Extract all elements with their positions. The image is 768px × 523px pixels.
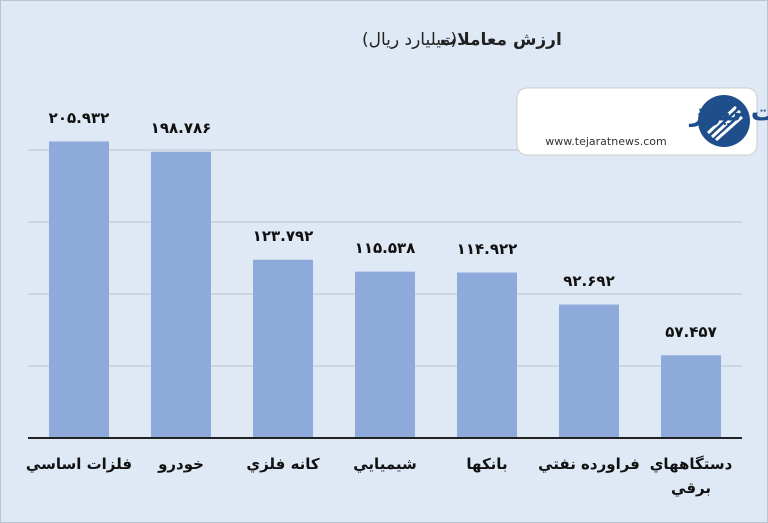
bar: [355, 271, 415, 438]
bar: [457, 272, 517, 438]
value-label: ۱۲۳.۷۹۲: [253, 227, 314, 245]
chart-title: ارزش معاملات: [440, 30, 562, 50]
chart-subtitle: (میلیارد ریال): [362, 30, 457, 50]
logo: تجارت نیوز www.tejaratnews.com: [516, 87, 768, 156]
x-tick-label: خودرو: [158, 455, 204, 473]
bar: [151, 151, 211, 438]
value-label: ۲۰۵.۹۳۲: [49, 109, 110, 127]
x-tick-label: بانکها: [466, 455, 508, 473]
value-label: ۱۱۵.۵۳۸: [355, 239, 416, 257]
value-label: ۹۲.۶۹۲: [563, 272, 614, 290]
x-tick-label: دستگاههاي برقي: [649, 455, 733, 497]
logo-box: [516, 87, 758, 156]
bar: [253, 259, 313, 438]
x-tick-label: کانه فلزي: [246, 455, 320, 473]
value-label: ۱۹۸.۷۸۶: [151, 119, 212, 137]
bar: [49, 141, 109, 438]
value-label: ۱۱۴.۹۲۲: [457, 240, 518, 258]
bar: [559, 304, 619, 438]
logo-icon: [698, 95, 750, 147]
logo-url: www.tejaratnews.com: [545, 135, 666, 148]
x-tick-label: شيميايي: [353, 455, 417, 473]
value-label: ۵۷.۴۵۷: [665, 323, 716, 341]
logo-name: تجارت نیوز: [688, 98, 768, 128]
x-tick-label: فراورده نفتي: [538, 455, 640, 473]
x-tick-label: فلزات اساسي: [25, 455, 133, 473]
logo-icon-lines: [706, 105, 743, 142]
bar: [661, 355, 721, 438]
